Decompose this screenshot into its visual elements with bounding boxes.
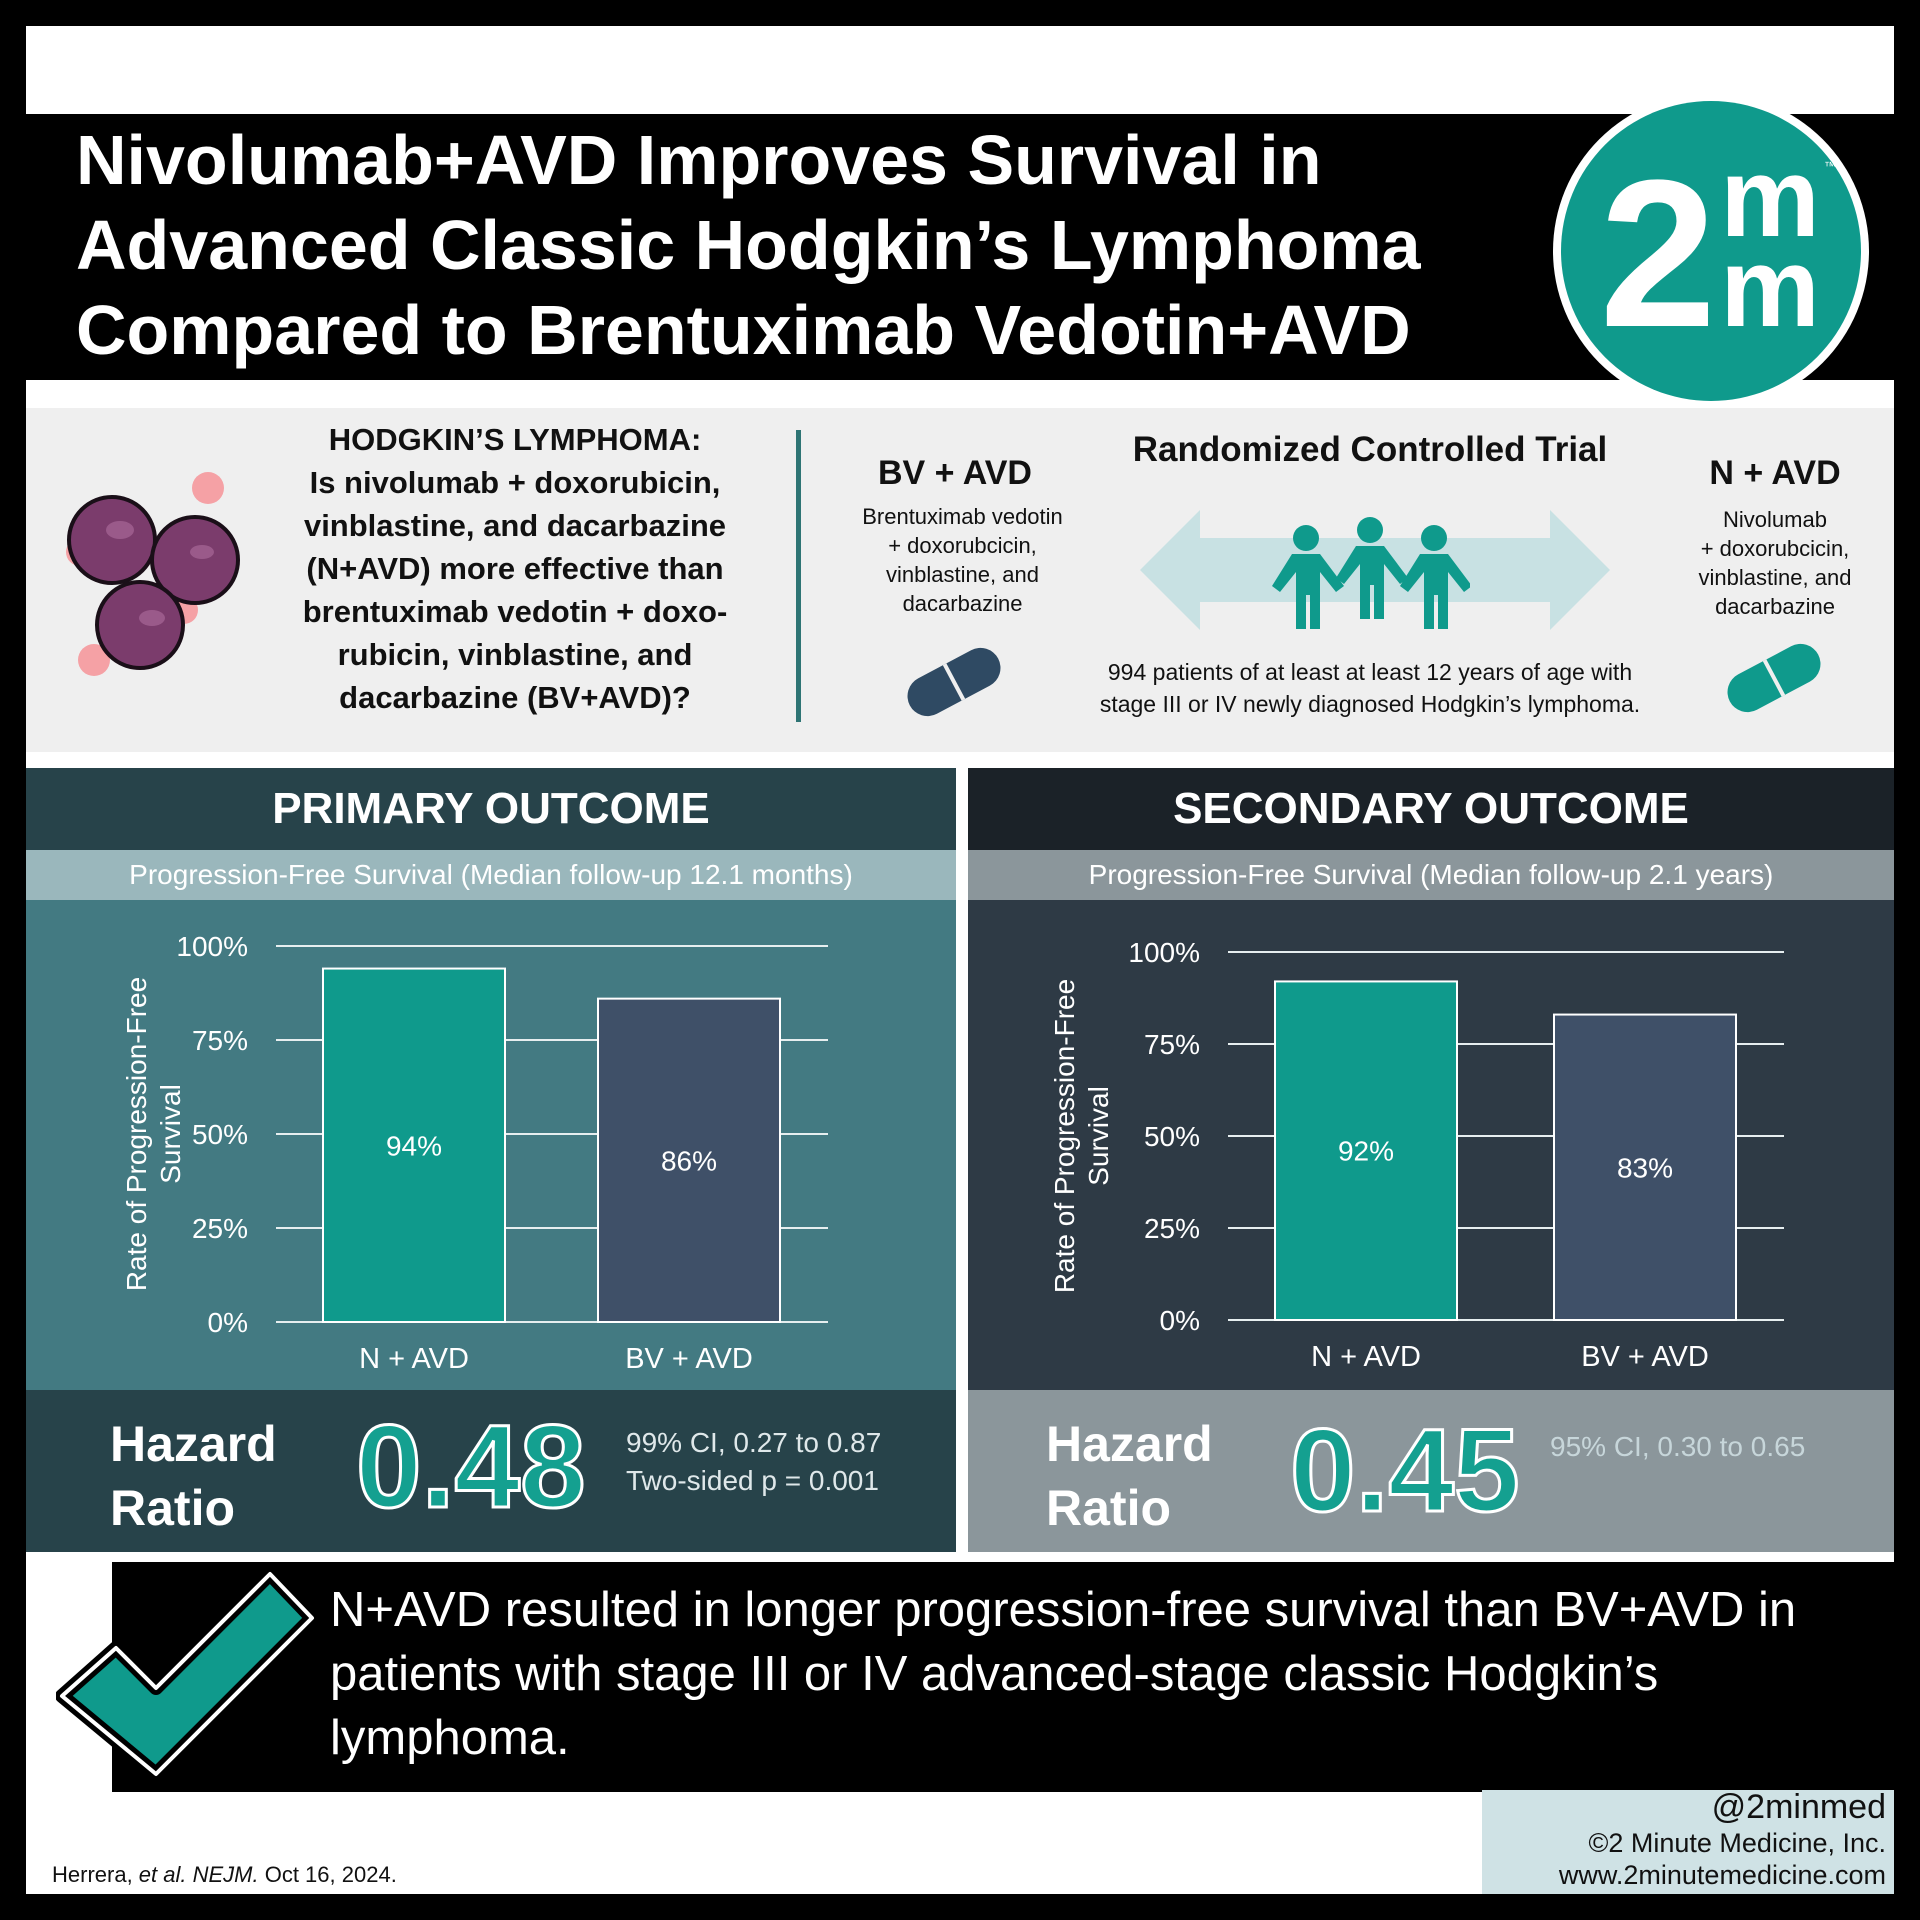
arm-right-label: N + AVD [1709, 454, 1841, 492]
secondary-chart-ytick-label: 100% [1128, 937, 1200, 968]
secondary-bar-chart: 0% 25% 50% 75% 100% 92% N + AVD 83% BV + AVD Rate… [1049, 937, 1784, 1373]
patients-group-icon [1272, 517, 1470, 629]
logo-2m-icon: 2 m m ™ [1553, 93, 1869, 409]
secondary-chart-bar [1553, 1013, 1737, 1321]
primary-chart-bar [597, 997, 781, 1323]
pill-teal-icon [1727, 643, 1821, 713]
citation-journal: et al. NEJM. [138, 1862, 259, 1887]
primary-chart-ytick-label: 0% [208, 1307, 248, 1338]
conclusion-box [112, 1562, 1894, 1792]
secondary-chart-area: 0% 25% 50% 75% 100% 92% N + AVD 83% BV + AVD Rate… [968, 900, 1894, 1390]
primary-hazard-ratio-note: 99% CI, 0.27 to 0.87 Two-sided p = 0.001 [626, 1427, 882, 1496]
primary-hazard-ratio-label: Hazard Ratio [110, 1416, 277, 1536]
primary-chart-bar [322, 967, 506, 1323]
primary-chart-ylabel-line2: Survival [155, 1084, 186, 1184]
primary-chart-category-label: BV + AVD [625, 1343, 753, 1375]
arm-left-label: BV + AVD [878, 454, 1032, 492]
secondary-chart-category-label: BV + AVD [1581, 1341, 1709, 1373]
primary-outcome-heading: PRIMARY OUTCOME [26, 768, 956, 850]
arm-right-description: Nivolumab + doxorubcicin, vinblastine, a… [1698, 507, 1852, 619]
secondary-chart-category-label: N + AVD [1311, 1341, 1421, 1373]
trial-design: Randomized Controlled Trial [1132, 430, 1608, 469]
logo-m-top: m [1720, 135, 1820, 260]
citation-date: Oct 16, 2024. [258, 1862, 397, 1887]
secondary-chart-ytick-label: 0% [1160, 1305, 1200, 1336]
conclusion-text: N+AVD resulted in longer progression-fre… [330, 1583, 1797, 1765]
page-title: Nivolumab+AVD Improves Survival in Advan… [76, 121, 1421, 369]
research-question: HODGKIN’S LYMPHOMA: Is nivolumab + doxor… [302, 422, 728, 715]
citation: Herrera, et al. NEJM. Oct 16, 2024. [52, 1862, 397, 1888]
arm-left-description: Brentuximab vedotin + doxorubcicin, vinb… [862, 504, 1063, 616]
secondary-chart-ytick-label: 75% [1144, 1029, 1200, 1060]
secondary-chart-data-label: 92% [1338, 1136, 1394, 1167]
primary-chart-area: 0% 25% 50% 75% 100% 94% N + AVD 86% BV + AVD Rate… [26, 900, 956, 1390]
primary-chart-ytick-label: 50% [192, 1119, 248, 1150]
primary-chart-category-label: N + AVD [359, 1343, 469, 1375]
secondary-chart-bar [1274, 980, 1458, 1321]
logo-m-bottom: m [1720, 225, 1820, 350]
primary-chart-ylabel: Rate of Progression-Free [121, 977, 152, 1291]
website-link[interactable]: www.2minutemedicine.com [1558, 1860, 1886, 1890]
copyright: ©2 Minute Medicine, Inc. [1588, 1828, 1886, 1858]
secondary-chart-ylabel-group: Rate of Progression-Free Survival [1049, 979, 1114, 1293]
primary-outcome-subheading: Progression-Free Survival (Median follow… [26, 850, 956, 900]
secondary-hazard-ratio-label: Hazard Ratio [1046, 1416, 1213, 1536]
primary-chart-data-label: 86% [661, 1145, 717, 1176]
lymphoma-cells-icon [66, 472, 240, 676]
logo-two: 2 [1600, 136, 1717, 371]
checkmark-icon [56, 1567, 318, 1781]
patient-population: 994 patients of at least at least 12 yea… [1099, 659, 1641, 717]
primary-bar-chart: 0% 25% 50% 75% 100% 94% N + AVD 86% BV + AVD Rate… [121, 931, 828, 1375]
pill-dark-icon [907, 647, 1001, 717]
primary-chart-ytick-label: 100% [176, 931, 248, 962]
secondary-outcome-subheading: Progression-Free Survival (Median follow… [968, 850, 1894, 900]
primary-chart-ytick-label: 75% [192, 1025, 248, 1056]
logo-trademark: ™ [1824, 159, 1836, 173]
primary-hazard-ratio-box: Hazard Ratio 0.48 99% CI, 0.27 to 0.87 T… [26, 1390, 956, 1552]
secondary-chart-data-label: 83% [1617, 1152, 1673, 1183]
secondary-chart-ylabel: Rate of Progression-Free [1049, 979, 1080, 1293]
primary-hazard-ratio-value: 0.48 [355, 1401, 588, 1533]
citation-authors: Herrera, [52, 1862, 139, 1887]
secondary-hazard-ratio-value: 0.45 [1289, 1405, 1522, 1537]
social-handle: @2minmed [1711, 1788, 1886, 1826]
secondary-chart-ylabel-line2: Survival [1083, 1086, 1114, 1186]
top-margin [26, 26, 1894, 114]
footer-brand-box [1482, 1790, 1894, 1894]
primary-chart-ytick-label: 25% [192, 1213, 248, 1244]
primary-chart-data-label: 94% [386, 1130, 442, 1161]
intro-divider [796, 430, 801, 722]
primary-chart-ylabel-group: Rate of Progression-Free Survival [121, 977, 186, 1291]
secondary-chart-ytick-label: 25% [1144, 1213, 1200, 1244]
secondary-chart-ytick-label: 50% [1144, 1121, 1200, 1152]
secondary-hazard-ratio-box: Hazard Ratio 0.45 95% CI, 0.30 to 0.65 [968, 1390, 1894, 1552]
secondary-outcome-heading: SECONDARY OUTCOME [968, 768, 1894, 850]
secondary-hazard-ratio-note: 95% CI, 0.30 to 0.65 [1550, 1431, 1806, 1462]
